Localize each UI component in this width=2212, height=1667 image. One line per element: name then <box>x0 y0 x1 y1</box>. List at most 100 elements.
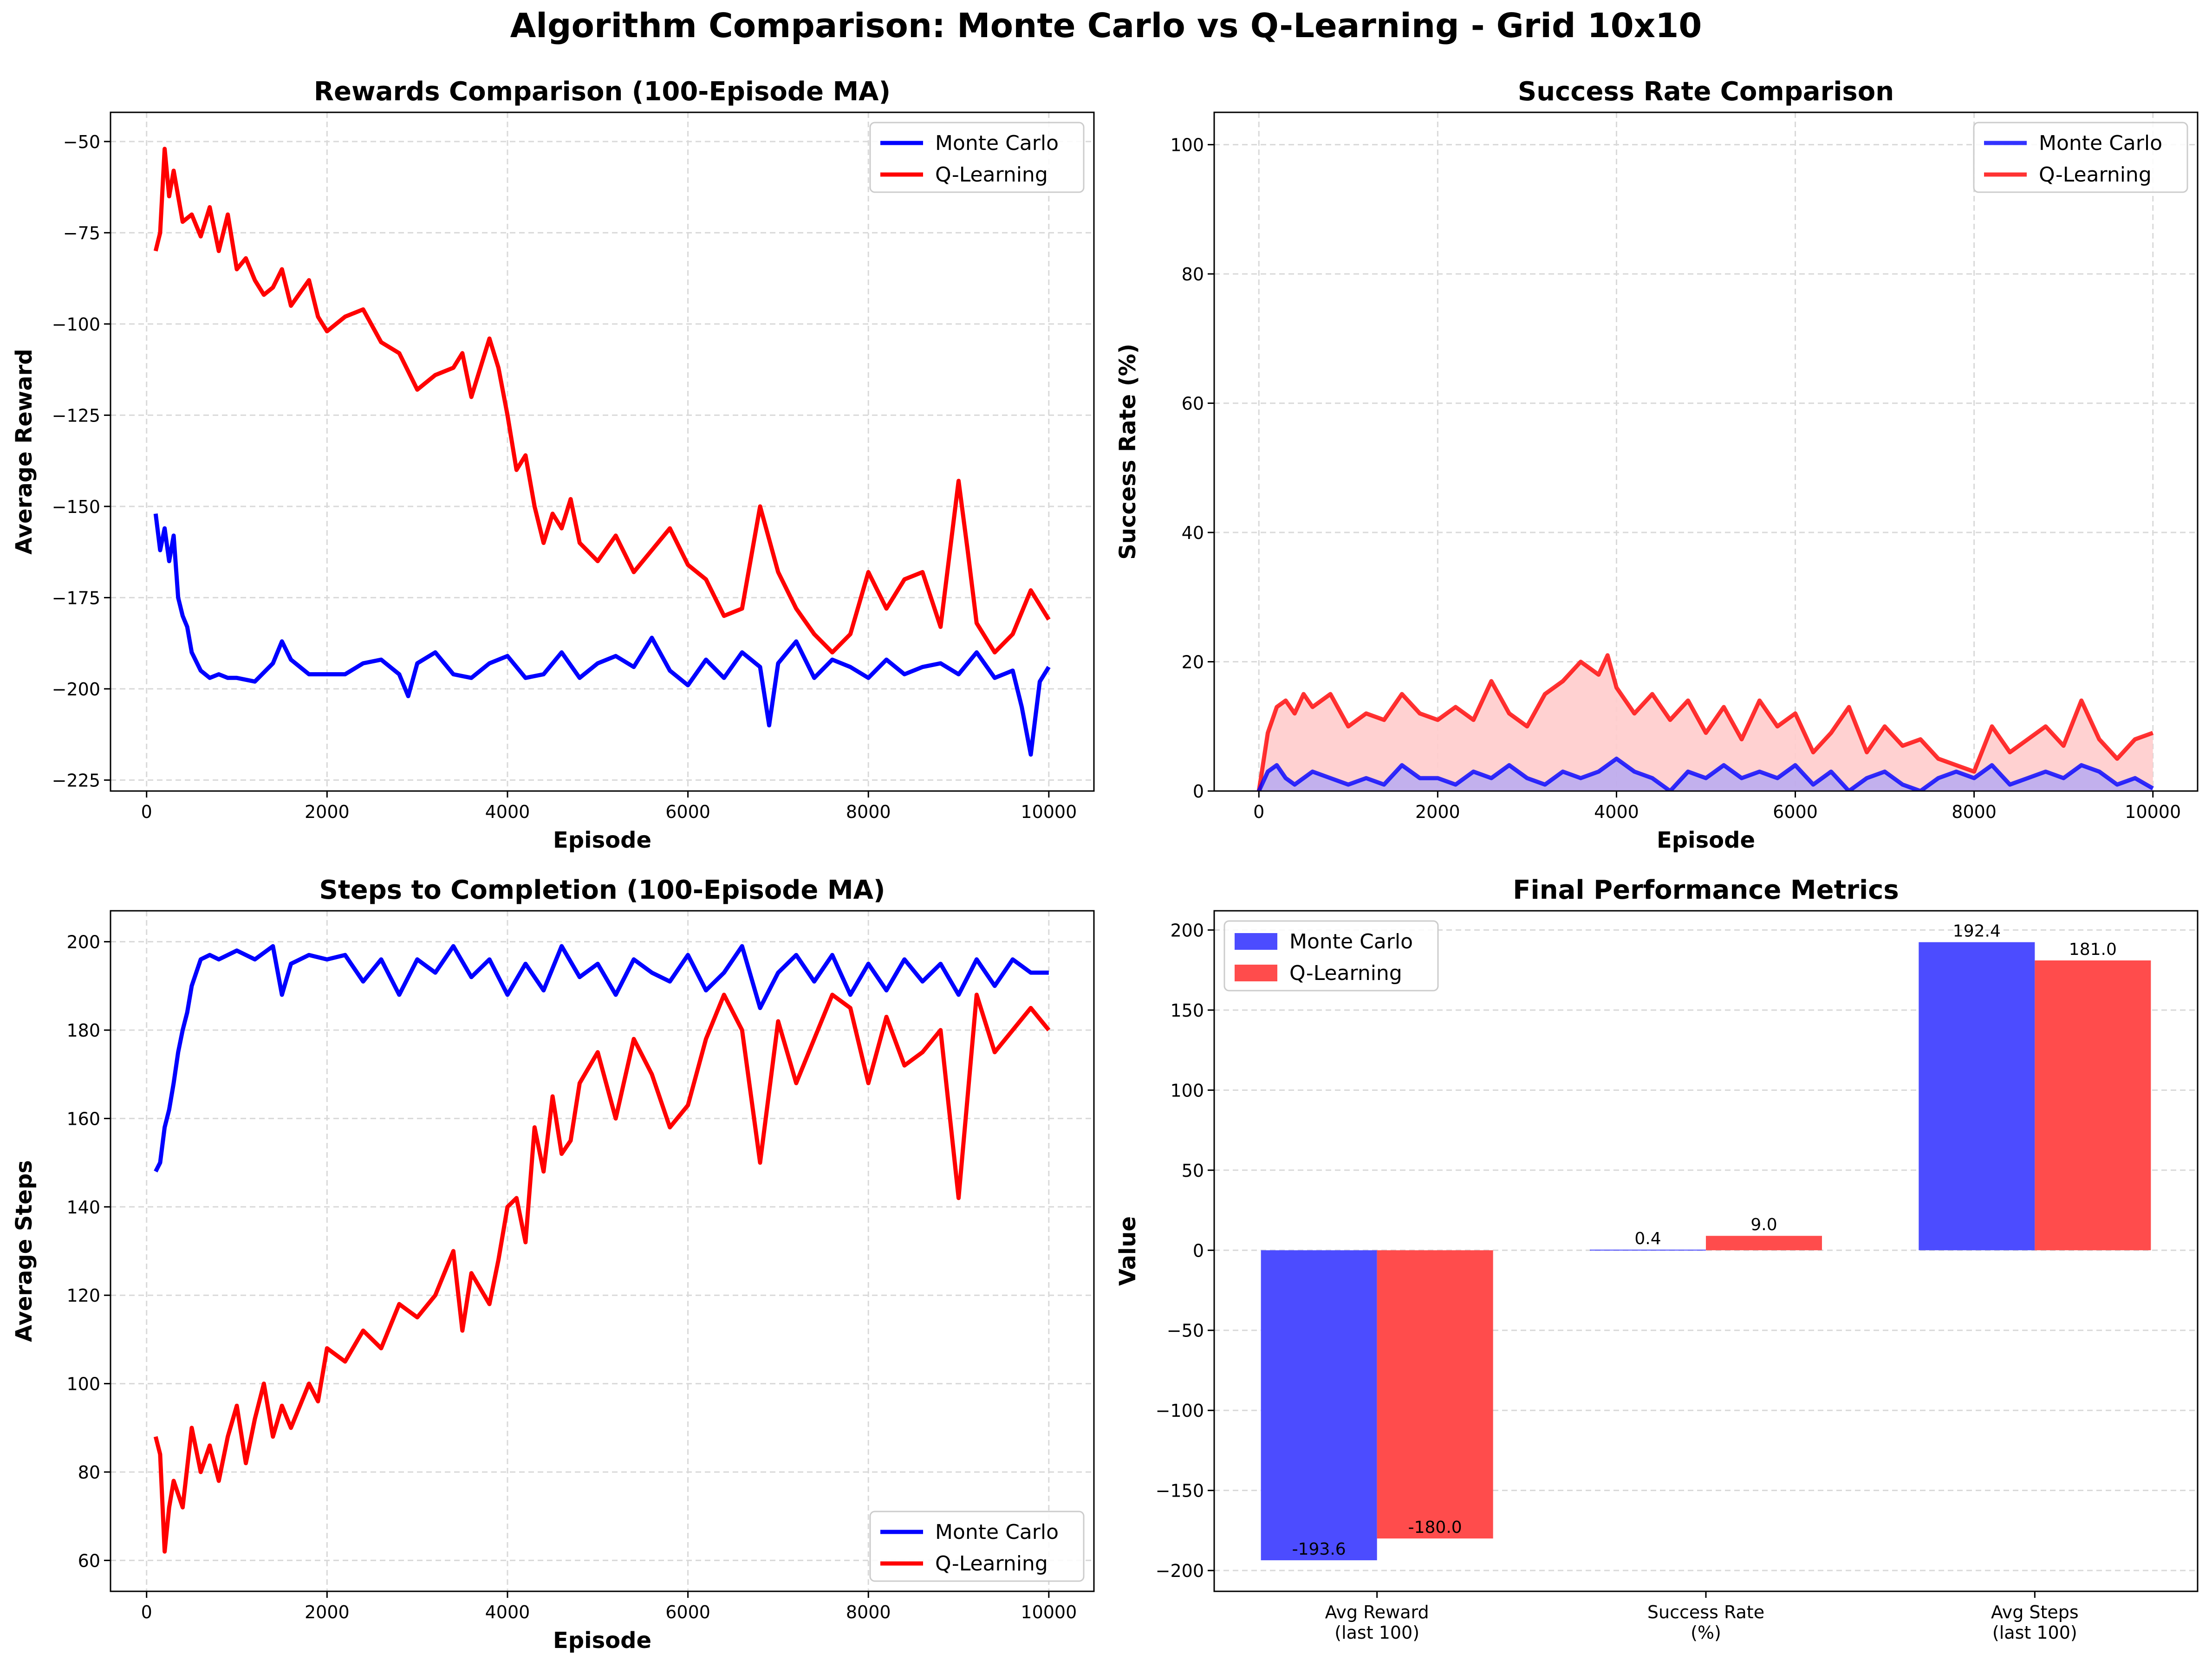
x-axis-label: Episode <box>553 1628 651 1654</box>
y-tick-label: 20 <box>1182 652 1204 673</box>
x-tick-label: 8000 <box>846 1602 891 1622</box>
series-group <box>153 944 1051 1554</box>
axes-frame <box>1213 111 2199 792</box>
y-tick-label: −150 <box>52 497 100 517</box>
y-axis-label: Average Reward <box>11 349 37 554</box>
axes-frame <box>110 910 1095 1592</box>
legend-label: Monte Carlo <box>2039 131 2162 155</box>
plot-area <box>111 911 1094 1591</box>
bar <box>1377 1250 1493 1539</box>
legend-label: Monte Carlo <box>935 1520 1059 1544</box>
chart-panel-1: −225 −200 −175 −150 −125 −100 −75 −50 0 2000 4000 6… <box>11 77 1095 853</box>
series-line-q-learning <box>1256 653 2154 791</box>
legend-label: Monte Carlo <box>935 131 1059 155</box>
axes-frame <box>1213 910 2199 1592</box>
y-tick-label: 80 <box>1182 264 1204 285</box>
x-tick-label: 2000 <box>1415 802 1460 822</box>
x-tick-label: (last 100) <box>1992 1622 2077 1643</box>
legend-box <box>869 1511 1085 1582</box>
series-group <box>153 147 1051 757</box>
y-tick-label: 0 <box>1193 1240 1204 1261</box>
legend-swatch <box>1235 965 1277 981</box>
series-line-q-learning <box>153 992 1051 1554</box>
bar <box>1590 1249 1706 1251</box>
axes-frame <box>110 111 1095 792</box>
y-tick-label: −50 <box>63 132 100 152</box>
legend-label: Monte Carlo <box>1289 930 1413 953</box>
y-tick-label: 180 <box>66 1020 100 1041</box>
x-tick-label: 10000 <box>2125 802 2181 822</box>
y-tick-label: 100 <box>1170 135 1204 156</box>
x-tick-label: 8000 <box>1952 802 1997 822</box>
x-tick-label: 6000 <box>665 1602 710 1622</box>
bar-value-label: 9.0 <box>1750 1215 1777 1234</box>
legend-box <box>1973 122 2188 193</box>
area-fill-q-learning <box>1259 655 2153 791</box>
y-tick-label: 50 <box>1182 1161 1204 1181</box>
y-tick-label: 200 <box>66 932 100 953</box>
y-tick-label: −100 <box>52 314 100 335</box>
panel-title: Final Performance Metrics <box>1513 875 1899 905</box>
x-tick-label: Avg Steps <box>1991 1602 2079 1622</box>
panel-title: Rewards Comparison (100-Episode MA) <box>314 77 891 107</box>
x-tick-label: (last 100) <box>1334 1622 1419 1643</box>
y-axis-label: Value <box>1115 1216 1141 1286</box>
y-tick-label: −100 <box>1156 1401 1204 1421</box>
y-tick-label: 100 <box>1170 1080 1204 1101</box>
y-tick-label: 100 <box>66 1374 100 1395</box>
chart-panel-2: 0 20 40 60 80 100 0 2000 4000 6000 8000 10000 Succes… <box>1115 77 2199 853</box>
y-tick-label: 140 <box>66 1197 100 1218</box>
series-line-monte-carlo <box>153 513 1051 757</box>
x-tick-label: 0 <box>141 1602 152 1622</box>
plot-area <box>111 112 1094 791</box>
bar <box>1261 1250 1377 1561</box>
x-tick-label: 2000 <box>305 802 350 822</box>
bar-value-label: -193.6 <box>1292 1540 1346 1559</box>
legend-label: Q-Learning <box>935 163 1048 187</box>
bar-value-label: -180.0 <box>1408 1518 1462 1537</box>
area-fill-monte-carlo <box>1259 759 2153 791</box>
y-tick-label: 120 <box>66 1285 100 1306</box>
series-line-monte-carlo <box>1257 756 2154 791</box>
panel-title: Steps to Completion (100-Episode MA) <box>319 875 885 905</box>
x-tick-label: (%) <box>1691 1622 1721 1643</box>
bar-value-label: 192.4 <box>1953 922 2001 941</box>
bar-value-label: 181.0 <box>2069 940 2117 959</box>
bar <box>1919 942 2035 1251</box>
plot-area <box>1214 112 2198 791</box>
y-tick-label: −125 <box>52 405 100 426</box>
y-tick-label: 150 <box>1170 1000 1204 1021</box>
bar <box>1706 1236 1822 1251</box>
bar-value-label: 0.4 <box>1634 1229 1661 1248</box>
series-group <box>1256 653 2154 791</box>
legend-label: Q-Learning <box>2039 163 2152 187</box>
y-tick-label: 60 <box>78 1550 100 1571</box>
x-tick-label: 2000 <box>305 1602 350 1622</box>
x-tick-label: 4000 <box>1594 802 1639 822</box>
figure-title: Algorithm Comparison: Monte Carlo vs Q-L… <box>510 6 1702 45</box>
y-tick-label: −200 <box>52 679 100 700</box>
y-tick-label: −175 <box>52 588 100 608</box>
y-tick-label: −225 <box>52 770 100 791</box>
legend-label: Q-Learning <box>1289 961 1402 985</box>
x-axis-label: Episode <box>553 827 651 853</box>
y-tick-label: 0 <box>1193 781 1204 802</box>
y-tick-label: 200 <box>1170 920 1204 941</box>
y-tick-label: 160 <box>66 1109 100 1129</box>
x-tick-label: 4000 <box>485 1602 530 1622</box>
x-tick-label: 10000 <box>1021 802 1077 822</box>
x-tick-label: 6000 <box>665 802 710 822</box>
chart-panel-4: −200 −150 −100 −50 0 50 100 150 200 Final Perform… <box>1115 875 2199 1643</box>
x-tick-label: 6000 <box>1773 802 1818 822</box>
y-tick-label: −50 <box>1167 1321 1204 1341</box>
x-axis-label: Episode <box>1657 827 1755 853</box>
x-tick-label: Success Rate <box>1647 1602 1764 1622</box>
x-tick-label: 0 <box>141 802 152 822</box>
y-tick-label: −150 <box>1156 1481 1204 1501</box>
y-tick-label: 40 <box>1182 523 1204 543</box>
y-tick-label: 60 <box>1182 394 1204 414</box>
legend-label: Q-Learning <box>935 1552 1048 1576</box>
y-tick-label: −75 <box>63 223 100 243</box>
